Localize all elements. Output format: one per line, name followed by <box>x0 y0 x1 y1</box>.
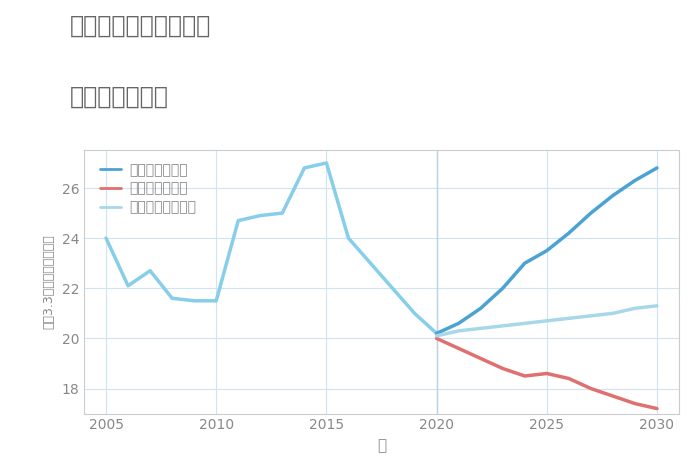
ノーマルシナリオ <box>477 326 485 331</box>
グッドシナリオ <box>498 285 507 291</box>
バッドシナリオ <box>521 373 529 379</box>
ノーマルシナリオ <box>498 323 507 329</box>
ノーマルシナリオ <box>521 321 529 326</box>
バッドシナリオ <box>565 376 573 381</box>
グッドシナリオ <box>454 321 463 326</box>
バッドシナリオ <box>498 366 507 371</box>
Legend: グッドシナリオ, バッドシナリオ, ノーマルシナリオ: グッドシナリオ, バッドシナリオ, ノーマルシナリオ <box>97 160 199 217</box>
グッドシナリオ <box>609 193 617 198</box>
Y-axis label: 平（3.3㎡）単価（万円）: 平（3.3㎡）単価（万円） <box>43 235 56 329</box>
グッドシナリオ <box>521 260 529 266</box>
グッドシナリオ <box>653 165 662 171</box>
Line: バッドシナリオ: バッドシナリオ <box>437 338 657 408</box>
グッドシナリオ <box>631 178 639 183</box>
ノーマルシナリオ <box>433 333 441 339</box>
グッドシナリオ <box>477 306 485 311</box>
Line: グッドシナリオ: グッドシナリオ <box>437 168 657 333</box>
ノーマルシナリオ <box>653 303 662 309</box>
X-axis label: 年: 年 <box>377 438 386 453</box>
ノーマルシナリオ <box>587 313 595 319</box>
グッドシナリオ <box>542 248 551 253</box>
ノーマルシナリオ <box>565 315 573 321</box>
Text: 土地の価格推移: 土地の価格推移 <box>70 85 169 109</box>
バッドシナリオ <box>454 345 463 351</box>
Line: ノーマルシナリオ: ノーマルシナリオ <box>437 306 657 336</box>
バッドシナリオ <box>542 371 551 376</box>
バッドシナリオ <box>609 393 617 399</box>
バッドシナリオ <box>587 386 595 392</box>
Text: 奈良県天理市渋谷町の: 奈良県天理市渋谷町の <box>70 14 211 38</box>
ノーマルシナリオ <box>609 311 617 316</box>
ノーマルシナリオ <box>542 318 551 324</box>
バッドシナリオ <box>653 406 662 411</box>
グッドシナリオ <box>587 210 595 216</box>
グッドシナリオ <box>433 330 441 336</box>
ノーマルシナリオ <box>631 306 639 311</box>
バッドシナリオ <box>433 336 441 341</box>
ノーマルシナリオ <box>454 328 463 334</box>
バッドシナリオ <box>477 356 485 361</box>
グッドシナリオ <box>565 230 573 236</box>
バッドシナリオ <box>631 401 639 407</box>
